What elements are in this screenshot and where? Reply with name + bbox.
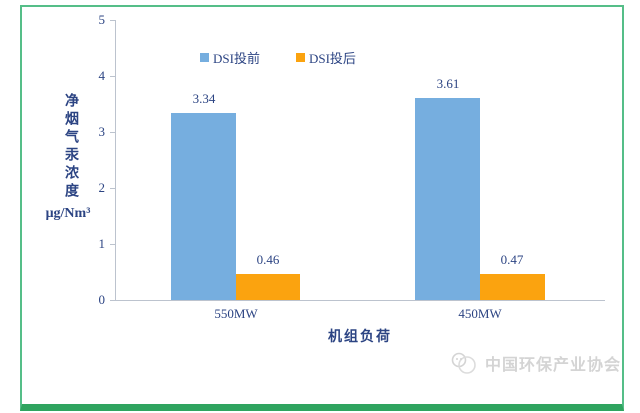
y-axis-title: 净烟气汞浓度 xyxy=(63,93,78,201)
legend-label: DSI投后 xyxy=(308,51,356,66)
bar-450mw-dsi-after xyxy=(480,274,545,300)
y-tick xyxy=(110,76,115,77)
legend-swatch-orange-icon xyxy=(295,53,305,62)
watermark-text: 中国环保产业协会 xyxy=(485,357,622,374)
legend-label: DSI投前 xyxy=(213,51,260,66)
y-tick-label: 3 xyxy=(98,124,106,139)
y-axis-line xyxy=(115,20,116,300)
value-label: 0.46 xyxy=(256,252,280,267)
x-category-label: 550MW xyxy=(214,306,258,321)
y-tick-label: 2 xyxy=(98,180,106,195)
value-label: 0.47 xyxy=(500,252,524,267)
y-tick-label: 1 xyxy=(98,236,106,251)
legend: DSI投前 DSI投后 xyxy=(200,48,356,67)
y-axis-unit: μg/Nm³ xyxy=(45,206,91,221)
legend-swatch-blue-icon xyxy=(200,53,209,62)
legend-item-dsi-before: DSI投前 xyxy=(200,48,260,67)
bar-450mw-dsi-before xyxy=(415,98,480,300)
y-tick xyxy=(110,300,115,301)
association-logo-icon xyxy=(451,352,476,374)
x-axis-title: 机组负荷 xyxy=(328,330,392,345)
bar-550mw-dsi-before xyxy=(171,113,236,300)
bar-550mw-dsi-after xyxy=(236,274,300,300)
watermark: 中国环保产业协会 xyxy=(450,351,621,375)
x-axis-line xyxy=(115,300,605,301)
y-tick-label: 5 xyxy=(98,12,106,27)
value-label: 3.61 xyxy=(436,76,460,91)
legend-item-dsi-after: DSI投后 xyxy=(295,48,356,67)
y-tick-label: 4 xyxy=(98,68,106,83)
y-tick xyxy=(110,20,115,21)
y-tick xyxy=(110,244,115,245)
y-tick xyxy=(110,132,115,133)
y-tick-label: 0 xyxy=(98,292,106,307)
green-border-frame xyxy=(20,5,624,411)
y-tick xyxy=(110,188,115,189)
value-label: 3.34 xyxy=(192,91,216,106)
x-category-label: 450MW xyxy=(458,306,502,321)
